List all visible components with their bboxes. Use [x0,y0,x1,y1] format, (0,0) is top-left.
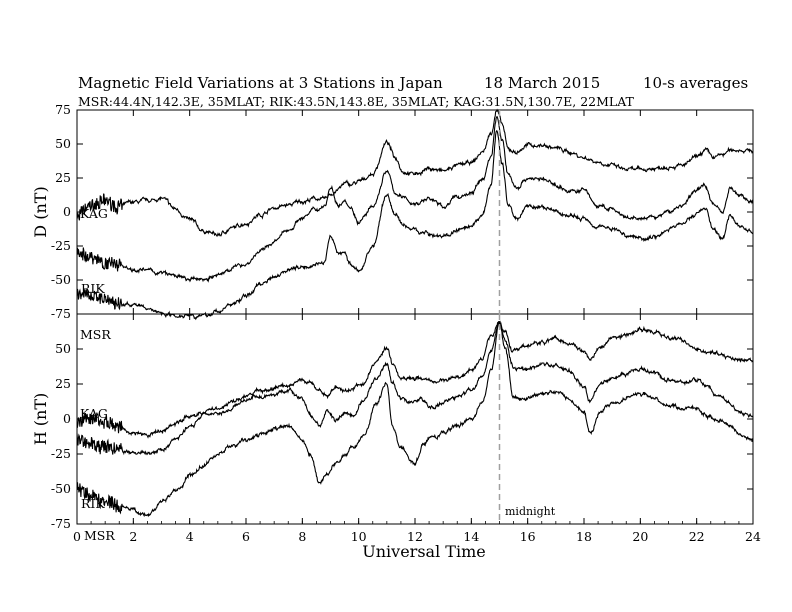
x-axis-ticks: 0 2 4 6 8 10 12 14 16 18 20 22 24 [73,110,761,544]
ytick-label: 25 [55,170,71,185]
ytick-label: 75 [55,102,71,117]
d-panel-y-ticks: 75 50 25 0 -25 -50 -75 [51,102,753,321]
h-panel-frame [76,313,754,525]
ytick-label: -50 [51,272,71,287]
chart-title: Magnetic Field Variations at 3 Stations … [78,74,443,92]
ytick-label: 50 [55,341,71,356]
series-label-msr: MSR [80,327,111,342]
series-label-kag: KAG [80,406,108,421]
ytick-label: -75 [51,516,71,531]
x-axis-label: Universal Time [362,542,485,561]
midnight-label: midnight [505,505,556,518]
d-trace-msr-2 [76,130,754,321]
xtick-label: 4 [186,529,194,544]
ytick-label: 0 [63,411,71,426]
xtick-label: 12 [407,529,423,544]
h-panel-traces [76,320,754,518]
ytick-label: 0 [63,204,71,219]
d-trace-kag-0 [76,108,754,238]
ytick-label: -50 [51,481,71,496]
h-trace-rik-2 [76,320,754,518]
ytick-label: -75 [51,306,71,321]
ytick-label: -25 [51,446,71,461]
h-panel-y-ticks: 50 25 0 -25 -50 -75 [51,341,753,531]
xtick-label: 8 [298,529,306,544]
xtick-label: 22 [689,529,705,544]
d-panel-ylabel: D (nT) [31,186,50,237]
h-panel-ylabel: H (nT) [31,393,50,446]
h-trace-kag-1 [76,322,754,456]
xtick-label: 20 [632,529,648,544]
series-labels: KAG RIK MSR KAG RIK MSR [80,206,115,543]
xtick-label: 2 [129,529,137,544]
ytick-label: -25 [51,238,71,253]
chart-date: 18 March 2015 [484,74,600,92]
d-trace-rik-1 [76,115,754,283]
d-panel-traces [76,108,754,321]
series-label-rik: RIK [81,281,105,296]
xtick-label: 10 [351,529,367,544]
averaging-note: 10-s averages [643,74,748,92]
xtick-label: 18 [576,529,592,544]
series-label-kag: KAG [80,206,108,221]
xtick-label: 16 [520,529,536,544]
station-coordinates: MSR:44.4N,142.3E, 35MLAT; RIK:43.5N,143.… [78,94,635,109]
xtick-label: 0 [73,529,81,544]
h-trace-msr-0 [76,321,754,439]
ytick-label: 25 [55,376,71,391]
xtick-label: 6 [242,529,250,544]
ytick-label: 50 [55,136,71,151]
xtick-label: 14 [463,529,479,544]
series-label-msr: MSR [84,528,115,543]
xtick-label: 24 [745,529,761,544]
series-label-rik: RIK [81,496,105,511]
